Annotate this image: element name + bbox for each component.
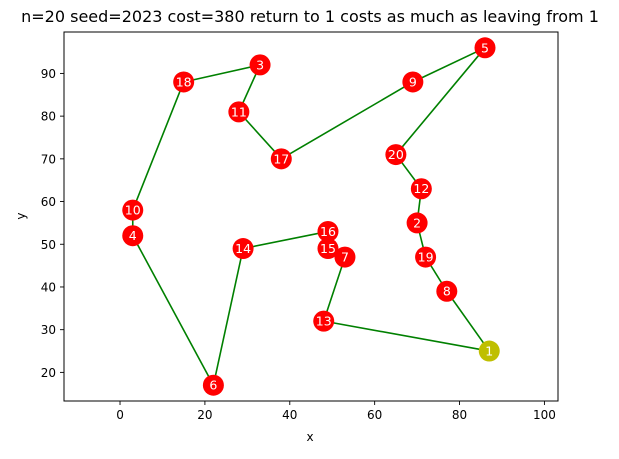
route-segment-3-18 bbox=[183, 64, 261, 83]
node-10-label: 10 bbox=[125, 203, 141, 218]
node-15-label: 15 bbox=[320, 241, 336, 256]
node-7-label: 7 bbox=[341, 250, 349, 265]
node-19-marker bbox=[415, 246, 437, 268]
node-14-label: 14 bbox=[235, 241, 251, 256]
node-1-label: 1 bbox=[485, 344, 493, 359]
y-tick-label-50: 50 bbox=[41, 238, 56, 252]
node-12-label: 12 bbox=[413, 181, 429, 196]
y-ticks: 20 30 40 50 60 70 80 90 bbox=[41, 67, 64, 380]
node-4-label: 4 bbox=[129, 228, 137, 243]
node-3-marker bbox=[249, 54, 271, 76]
y-tick-label-40: 40 bbox=[41, 280, 56, 294]
y-axis-label: y bbox=[14, 212, 28, 219]
x-tick-label-0: 0 bbox=[116, 408, 124, 422]
node-2-label: 2 bbox=[413, 215, 421, 230]
x-tick-label-20: 20 bbox=[197, 408, 212, 422]
node-13-label: 13 bbox=[316, 314, 332, 329]
node-17-label: 17 bbox=[273, 151, 289, 166]
node-8-marker bbox=[436, 280, 458, 302]
y-tick-label-60: 60 bbox=[41, 195, 56, 209]
route-segment-17-11 bbox=[238, 111, 282, 160]
node-5-marker bbox=[474, 37, 496, 59]
route-lines bbox=[131, 47, 490, 386]
route-segment-1-8 bbox=[446, 290, 490, 352]
route-segment-13-1 bbox=[323, 320, 490, 352]
node-19-label: 19 bbox=[418, 250, 434, 265]
route-segment-18-10 bbox=[132, 81, 185, 211]
y-tick-label-30: 30 bbox=[41, 323, 56, 337]
node-1-marker bbox=[478, 340, 500, 362]
node-8-label: 8 bbox=[443, 284, 451, 299]
route-segment-7-13 bbox=[322, 256, 346, 322]
plot-frame bbox=[63, 31, 559, 402]
node-12-marker bbox=[410, 178, 432, 200]
route-segment-6-14 bbox=[212, 248, 244, 386]
node-6-label: 6 bbox=[209, 378, 217, 393]
x-tick-label-80: 80 bbox=[452, 408, 467, 422]
route-segment-14-16 bbox=[242, 230, 329, 250]
x-ticks: 0 20 40 60 80 100 bbox=[116, 401, 556, 422]
node-16-label: 16 bbox=[320, 224, 336, 239]
x-tick-label-40: 40 bbox=[282, 408, 297, 422]
node-13-marker bbox=[313, 310, 335, 332]
x-axis-label: x bbox=[306, 430, 313, 444]
node-20-label: 20 bbox=[388, 147, 404, 162]
route-nodes bbox=[122, 37, 500, 396]
node-16-marker bbox=[317, 220, 339, 242]
node-2-marker bbox=[406, 212, 428, 234]
node-15-marker bbox=[317, 238, 339, 260]
route-segment-9-17 bbox=[280, 81, 414, 160]
node-7-marker bbox=[334, 246, 356, 268]
node-3-label: 3 bbox=[256, 57, 264, 72]
route-segment-20-5 bbox=[395, 47, 486, 156]
route-segment-4-6 bbox=[132, 235, 215, 386]
x-tick-label-100: 100 bbox=[533, 408, 556, 422]
node-18-label: 18 bbox=[176, 74, 192, 89]
node-17-marker bbox=[270, 148, 292, 170]
chart-title: n=20 seed=2023 cost=380 return to 1 cost… bbox=[21, 7, 599, 26]
node-9-marker bbox=[402, 71, 424, 93]
node-11-label: 11 bbox=[231, 104, 247, 119]
y-tick-label-20: 20 bbox=[41, 366, 56, 380]
node-9-label: 9 bbox=[409, 74, 417, 89]
node-5-label: 5 bbox=[481, 40, 489, 55]
node-20-marker bbox=[385, 144, 407, 166]
x-tick-label-60: 60 bbox=[367, 408, 382, 422]
node-4-marker bbox=[122, 225, 144, 247]
node-18-marker bbox=[173, 71, 195, 93]
node-10-marker bbox=[122, 199, 144, 221]
node-11-marker bbox=[228, 101, 250, 123]
node-6-marker bbox=[202, 374, 224, 396]
node-14-marker bbox=[232, 238, 254, 260]
y-tick-label-70: 70 bbox=[41, 152, 56, 166]
y-tick-label-90: 90 bbox=[41, 67, 56, 81]
route-segment-5-9 bbox=[412, 47, 486, 83]
y-tick-label-80: 80 bbox=[41, 110, 56, 124]
